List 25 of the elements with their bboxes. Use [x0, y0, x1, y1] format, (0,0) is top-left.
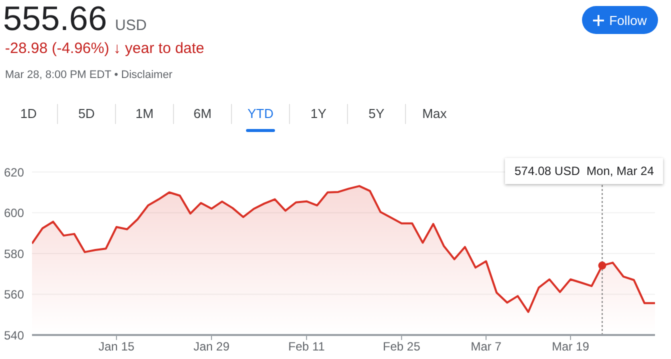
annotation: 574.08 USD Mon, Mar 24: [505, 158, 664, 184]
text: Mar 28, 8:00 PM EDT • Disclaimer: [5, 69, 172, 81]
text: Max: [405, 104, 463, 124]
y-tick-label: 620: [4, 165, 24, 180]
text: 6M: [173, 104, 231, 124]
x-tick-label: Jan 29: [193, 340, 230, 354]
y-tick-label: 540: [4, 328, 24, 342]
text: Follow: [609, 12, 647, 28]
chart-title: 555.66: [3, 0, 107, 39]
text: -28.98 (-4.96%) ↓ year to date: [5, 40, 204, 57]
text: 5Y: [347, 104, 405, 124]
x-tick-label: Mar 19: [552, 340, 590, 354]
chart-subtitle: USD: [115, 17, 147, 34]
x-tick-label: Feb 11: [288, 340, 326, 354]
text: 1Y: [289, 104, 347, 124]
text: 1D: [19, 105, 38, 123]
y-tick-label: 560: [4, 288, 24, 302]
x-tick-label: Jan 15: [98, 340, 135, 354]
y-tick-label: 580: [4, 246, 24, 261]
x-tick-label: Mar 7: [470, 340, 502, 354]
x-tick-label: Feb 25: [382, 340, 421, 354]
text: 1M: [115, 104, 173, 124]
text: 5D: [57, 104, 115, 124]
y-tick-label: 600: [4, 206, 24, 220]
text: YTD: [231, 104, 289, 124]
